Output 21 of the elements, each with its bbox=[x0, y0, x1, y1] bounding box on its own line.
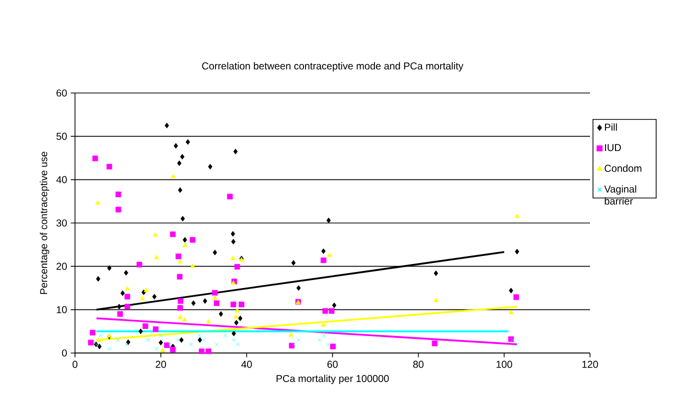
legend-label: IUD bbox=[605, 144, 621, 152]
x-tick-label: 120 bbox=[582, 360, 598, 368]
x-axis-title: PCa mortality per 100000 bbox=[276, 374, 389, 384]
y-axis-title: Percentage of contraceptive use bbox=[40, 152, 50, 294]
y-tick-label: 40 bbox=[56, 176, 67, 184]
x-tick-label: 100 bbox=[496, 360, 512, 368]
legend-label: Condom bbox=[604, 164, 642, 172]
x-tick-label: 40 bbox=[241, 360, 252, 368]
y-tick-label: 20 bbox=[56, 262, 67, 270]
x-tick-label: 0 bbox=[72, 360, 78, 368]
x-tick-label: 20 bbox=[156, 360, 166, 368]
y-tick-label: 60 bbox=[56, 89, 67, 97]
x-tick-label: 80 bbox=[413, 360, 424, 368]
y-tick-label: 50 bbox=[56, 132, 67, 140]
y-tick-label: 0 bbox=[62, 349, 67, 357]
y-tick-label: 10 bbox=[56, 306, 67, 314]
chart-title: Correlation between contraceptive mode and PCa mortality bbox=[202, 62, 464, 72]
y-tick-label: 30 bbox=[56, 219, 67, 227]
x-tick-label: 60 bbox=[327, 360, 338, 368]
legend-label: Pill bbox=[605, 123, 617, 131]
legend-label: Vaginal barrier bbox=[604, 185, 636, 205]
